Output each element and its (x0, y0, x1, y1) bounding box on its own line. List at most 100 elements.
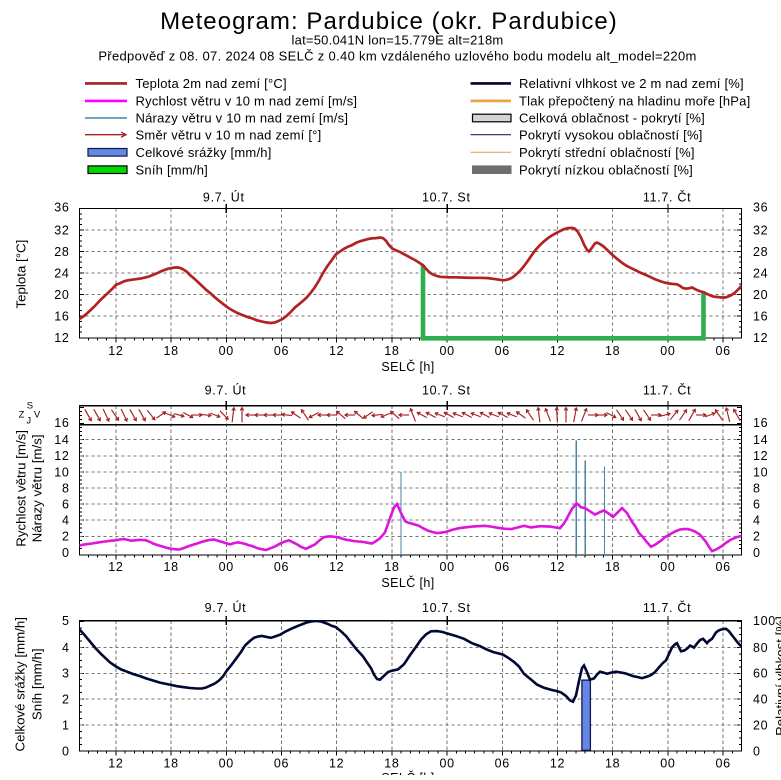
svg-text:12: 12 (54, 449, 69, 463)
svg-text:12: 12 (550, 756, 565, 770)
svg-text:100: 100 (753, 614, 776, 628)
svg-text:60: 60 (753, 667, 768, 681)
svg-text:24: 24 (753, 266, 768, 280)
svg-text:00: 00 (439, 560, 454, 574)
svg-text:0: 0 (753, 546, 761, 560)
svg-text:10: 10 (753, 465, 768, 479)
svg-text:Celková oblačnost - pokrytí [%: Celková oblačnost - pokrytí [%] (519, 111, 705, 126)
svg-text:V: V (34, 409, 41, 420)
svg-text:12: 12 (54, 331, 69, 345)
svg-text:18: 18 (384, 560, 399, 574)
svg-text:18: 18 (384, 756, 399, 770)
svg-text:06: 06 (495, 756, 510, 770)
svg-text:Celkové srážky [mm/h]: Celkové srážky [mm/h] (136, 145, 272, 160)
svg-text:06: 06 (495, 560, 510, 574)
svg-text:Celkové srážky [mm/h]: Celkové srážky [mm/h] (12, 617, 27, 751)
svg-text:SELČ [h]: SELČ [h] (381, 575, 434, 590)
svg-text:2: 2 (753, 530, 761, 544)
svg-text:Relativní vlhkost ve 2 m nad z: Relativní vlhkost ve 2 m nad zemí [%] (519, 76, 744, 91)
svg-text:Pokrytí nízkou oblačností [%]: Pokrytí nízkou oblačností [%] (519, 162, 693, 177)
svg-text:6: 6 (753, 498, 761, 512)
svg-text:12: 12 (753, 331, 768, 345)
svg-text:00: 00 (219, 344, 234, 358)
svg-text:14: 14 (54, 433, 69, 447)
svg-text:16: 16 (54, 309, 69, 323)
svg-text:16: 16 (753, 416, 768, 430)
svg-text:9.7. Út: 9.7. Út (205, 600, 247, 615)
svg-text:16: 16 (753, 309, 768, 323)
svg-text:4: 4 (62, 514, 70, 528)
svg-text:Pokrytí střední oblačností [%]: Pokrytí střední oblačností [%] (519, 145, 695, 160)
svg-text:14: 14 (753, 433, 768, 447)
svg-text:16: 16 (54, 416, 69, 430)
svg-text:0: 0 (62, 546, 70, 560)
svg-text:24: 24 (54, 266, 69, 280)
svg-text:00: 00 (660, 560, 675, 574)
svg-text:5: 5 (62, 614, 70, 628)
svg-text:06: 06 (715, 344, 730, 358)
svg-text:18: 18 (163, 560, 178, 574)
svg-text:Rychlost větru [m/s]: Rychlost větru [m/s] (13, 430, 28, 547)
svg-text:9.7. Út: 9.7. Út (205, 383, 247, 398)
svg-text:00: 00 (439, 756, 454, 770)
svg-text:28: 28 (54, 245, 69, 259)
svg-text:Nárazy větru v 10 m nad zemí [: Nárazy větru v 10 m nad zemí [m/s] (136, 111, 349, 126)
svg-text:06: 06 (495, 344, 510, 358)
svg-text:11.7. Čt: 11.7. Čt (643, 383, 691, 398)
svg-text:10.7. St: 10.7. St (422, 601, 471, 615)
svg-text:1: 1 (62, 718, 70, 732)
svg-text:18: 18 (163, 344, 178, 358)
svg-text:2: 2 (62, 693, 70, 707)
svg-text:3: 3 (62, 667, 70, 681)
svg-text:12: 12 (108, 344, 123, 358)
svg-text:2: 2 (62, 530, 70, 544)
svg-text:20: 20 (54, 288, 69, 302)
svg-text:11.7. Čt: 11.7. Čt (643, 600, 691, 615)
svg-text:Teplota [°C]: Teplota [°C] (14, 240, 29, 309)
svg-text:SELČ [h]: SELČ [h] (381, 359, 434, 374)
svg-text:18: 18 (605, 756, 620, 770)
svg-text:0: 0 (62, 744, 70, 758)
svg-text:Teplota 2m nad zemí [°C]: Teplota 2m nad zemí [°C] (136, 76, 287, 91)
svg-text:00: 00 (660, 344, 675, 358)
svg-text:06: 06 (715, 756, 730, 770)
svg-text:Sníh [mm/h]: Sníh [mm/h] (136, 162, 209, 177)
svg-text:11.7. Čt: 11.7. Čt (643, 190, 691, 205)
svg-text:06: 06 (274, 756, 289, 770)
svg-text:00: 00 (219, 756, 234, 770)
svg-text:10: 10 (54, 465, 69, 479)
svg-text:Sníh [mm/h]: Sníh [mm/h] (30, 648, 45, 720)
svg-text:lat=50.041N lon=15.779E alt=21: lat=50.041N lon=15.779E alt=218m (292, 33, 504, 48)
svg-text:8: 8 (62, 481, 70, 495)
svg-text:Předpověď z 08. 07. 2024 08 SE: Předpověď z 08. 07. 2024 08 SELČ z 0.40 … (98, 49, 696, 64)
svg-text:10.7. St: 10.7. St (422, 384, 471, 398)
svg-text:Směr větru v 10 m nad zemí [°]: Směr větru v 10 m nad zemí [°] (136, 127, 322, 142)
svg-text:40: 40 (753, 693, 768, 707)
svg-text:SELČ [h]: SELČ [h] (381, 770, 434, 775)
svg-text:12: 12 (550, 560, 565, 574)
svg-text:8: 8 (753, 481, 761, 495)
svg-text:12: 12 (329, 560, 344, 574)
svg-text:06: 06 (274, 560, 289, 574)
svg-text:Nárazy větru [m/s]: Nárazy větru [m/s] (29, 434, 44, 542)
svg-text:18: 18 (605, 560, 620, 574)
svg-text:Z: Z (19, 410, 25, 421)
svg-text:36: 36 (54, 201, 69, 215)
svg-text:12: 12 (108, 756, 123, 770)
svg-text:32: 32 (54, 223, 69, 237)
svg-text:06: 06 (274, 344, 289, 358)
svg-text:28: 28 (753, 245, 768, 259)
svg-text:10.7. St: 10.7. St (422, 191, 471, 205)
svg-text:80: 80 (753, 641, 768, 655)
svg-text:6: 6 (62, 498, 70, 512)
svg-text:12: 12 (329, 344, 344, 358)
svg-text:12: 12 (753, 449, 768, 463)
svg-text:20: 20 (753, 288, 768, 302)
svg-text:Pokrytí vysokou oblačností [%]: Pokrytí vysokou oblačností [%] (519, 127, 703, 142)
svg-text:Meteogram: Pardubice (okr. Par: Meteogram: Pardubice (okr. Pardubice) (160, 8, 618, 35)
svg-text:06: 06 (715, 560, 730, 574)
svg-text:00: 00 (439, 344, 454, 358)
svg-text:18: 18 (384, 344, 399, 358)
svg-text:12: 12 (108, 560, 123, 574)
svg-text:J: J (26, 416, 31, 427)
